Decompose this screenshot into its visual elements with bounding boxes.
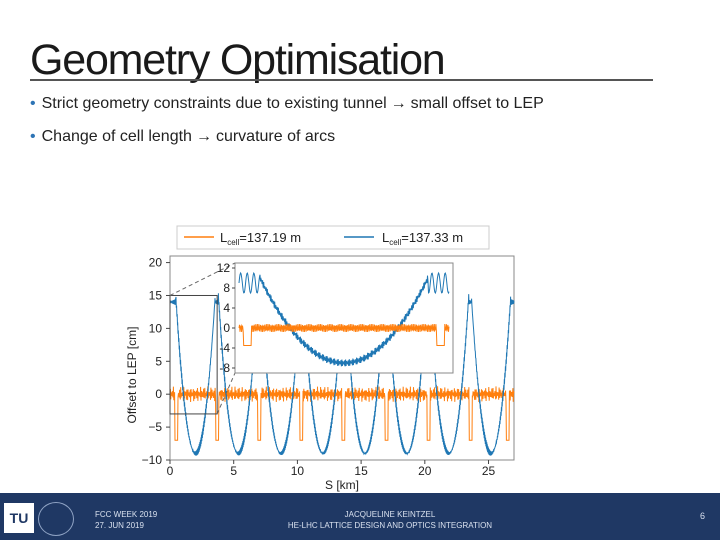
inset-series-blue [238, 271, 450, 367]
footer-project: HE-LHC LATTICE DESIGN AND OPTICS INTEGRA… [287, 521, 493, 530]
legend-box [176, 225, 490, 250]
zoom-region-box [169, 294, 218, 415]
offset-chart: −10 −5 0 5 10 15 20 0 5 10 15 20 25 12 8 4 0 -4 -8 Lcell=1… [125, 225, 515, 492]
arrow-icon: → [195, 128, 212, 145]
bullet-dot: • [30, 128, 36, 145]
bullet-1-text: Strict geometry constraints due to exist… [41, 95, 387, 112]
zoom-connector-bottom [216, 372, 236, 415]
y-tick-label: 15 [149, 288, 163, 302]
footer-event: FCC WEEK 2019 [95, 510, 158, 519]
legend-label-2: Lcell=137.33 m [382, 230, 463, 247]
bullet-2: • Change of cell length → curvature of arcs [30, 128, 335, 146]
arrow-icon: → [390, 95, 407, 112]
bullet-2-tail: curvature of arcs [215, 128, 336, 145]
x-tick-label: 20 [418, 464, 432, 478]
x-tick-label: 15 [354, 464, 368, 478]
footer-presentation-info: JACQUELINE KEINTZEL HE-LHC LATTICE DESIG… [240, 509, 540, 531]
title-underline [30, 79, 653, 81]
chart-legend: Lcell=137.19 m Lcell=137.33 m [176, 225, 490, 250]
footer-event-info: FCC WEEK 2019 27. JUN 2019 [95, 509, 157, 531]
bullet-1-tail: small offset to LEP [410, 95, 544, 112]
bullet-2-text: Change of cell length [41, 128, 192, 145]
footer-author: JACQUELINE KEINTZEL [344, 510, 436, 519]
x-tick-label: 25 [482, 464, 496, 478]
footer-bar: TU FCC WEEK 2019 27. JUN 2019 JACQUELINE… [0, 493, 720, 540]
y-tick-label: 20 [149, 256, 163, 270]
legend-label-1: Lcell=137.19 m [220, 230, 301, 247]
inset-y-tick-label: 8 [223, 281, 230, 295]
x-tick-label: 5 [230, 464, 237, 478]
y-tick-label: −10 [142, 453, 163, 467]
y-tick-label: −5 [148, 420, 162, 434]
y-tick-label: 10 [149, 321, 163, 335]
tu-wien-logo: TU [4, 503, 34, 533]
page-title: Geometry Optimisation [30, 36, 446, 84]
inset-series-orange [238, 323, 450, 346]
inset-y-tick-label: 4 [223, 301, 230, 315]
series-line-orange [169, 386, 515, 441]
bullet-1: • Strict geometry constraints due to exis… [30, 95, 544, 113]
inset-y-tick-label: 12 [217, 261, 231, 275]
page-number: 6 [700, 511, 706, 521]
inset-y-tick-label: -8 [219, 361, 230, 375]
bullet-dot: • [30, 95, 36, 112]
zoom-connector-top [169, 262, 236, 296]
footer-date: 27. JUN 2019 [95, 521, 144, 530]
x-tick-label: 0 [167, 464, 174, 478]
y-axis-label: Offset to LEP [cm] [125, 327, 139, 424]
x-tick-label: 10 [291, 464, 305, 478]
inset-y-tick-label: 0 [223, 321, 230, 335]
inset-y-tick-label: -4 [219, 341, 230, 355]
y-tick-label: 0 [155, 387, 162, 401]
x-axis-label: S [km] [325, 478, 359, 492]
inset-frame [234, 262, 454, 374]
institute-seal-icon [38, 502, 74, 536]
y-tick-label: 5 [155, 354, 162, 368]
